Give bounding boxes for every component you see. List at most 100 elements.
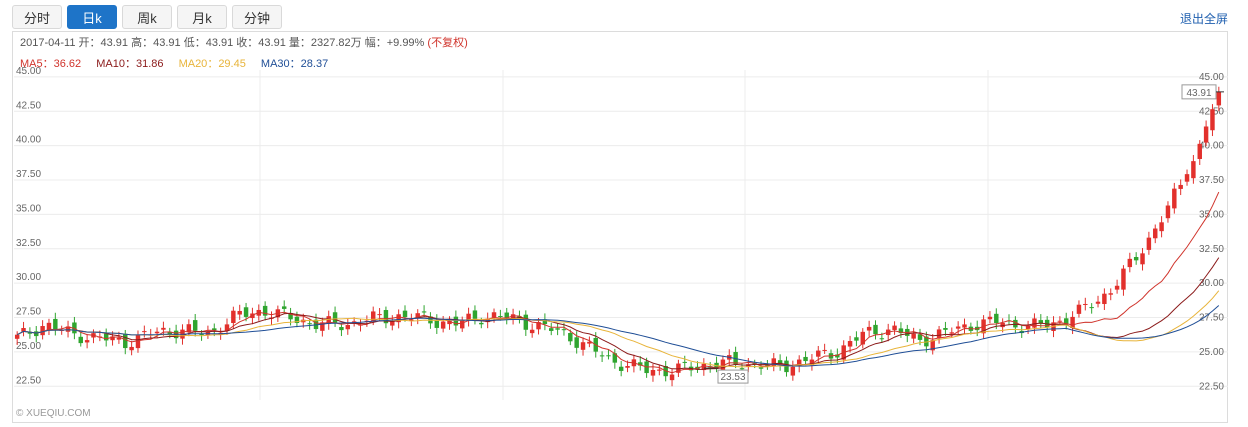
candle-body xyxy=(1095,301,1101,304)
candle-body xyxy=(1140,253,1145,265)
candle-body xyxy=(943,328,948,330)
candle-body xyxy=(1121,268,1126,290)
candle-body xyxy=(657,369,662,371)
candle-body xyxy=(796,359,802,367)
info-high: 43.91 xyxy=(153,37,181,49)
candle-body xyxy=(542,319,548,325)
candle-body xyxy=(466,313,471,321)
candle-body xyxy=(962,324,967,328)
candle-body xyxy=(345,325,351,330)
candle-body xyxy=(40,326,45,336)
candle-body xyxy=(618,366,624,371)
candle-body xyxy=(243,307,249,317)
info-volume: 2327.82万 xyxy=(310,37,362,49)
candle-body xyxy=(409,319,414,321)
candle-body xyxy=(701,363,707,371)
candle-body xyxy=(472,310,478,319)
candle-body xyxy=(313,319,319,330)
y-tick-label-left: 27.50 xyxy=(16,307,41,318)
candle-body xyxy=(816,350,821,357)
candle-body xyxy=(78,336,83,344)
candle-body xyxy=(606,355,611,357)
candle-body xyxy=(955,326,961,329)
y-tick-label-left: 42.50 xyxy=(16,100,41,111)
candle-body xyxy=(84,340,90,343)
candle-body xyxy=(1114,285,1120,290)
chart-panel xyxy=(12,31,1228,423)
info-open: 43.91 xyxy=(100,37,129,49)
exit-fullscreen-link[interactable]: 退出全屏 xyxy=(1179,12,1228,26)
candle-body xyxy=(231,310,236,324)
candle-body xyxy=(612,353,618,363)
candle-body xyxy=(212,328,217,331)
candle-body xyxy=(1159,222,1164,232)
candle-body xyxy=(669,374,675,381)
candle-body xyxy=(949,332,955,334)
candle-body xyxy=(822,349,827,351)
candle-body xyxy=(1013,319,1018,328)
candle-body xyxy=(879,338,885,340)
candle-body xyxy=(288,313,293,320)
candle-body xyxy=(1083,303,1088,305)
period-tabs: 分时 日k 周k 月k 分钟 xyxy=(12,5,282,31)
candle-body xyxy=(580,342,586,350)
candle-body xyxy=(809,359,815,366)
candle-body xyxy=(555,328,560,330)
candle-body xyxy=(1172,188,1177,209)
candle-body xyxy=(892,325,897,330)
candle-body xyxy=(339,327,344,331)
tab-intraday[interactable]: 分时 xyxy=(12,5,62,29)
candle-body xyxy=(351,321,357,323)
y-tick-label-left: 40.00 xyxy=(16,135,41,146)
candle-body xyxy=(574,337,579,348)
tab-weekly-k[interactable]: 周k xyxy=(122,5,172,29)
candle-body xyxy=(326,316,331,324)
ma30-line xyxy=(16,305,1220,367)
candle-body xyxy=(733,352,738,365)
candle-body xyxy=(1102,293,1107,305)
candle-body xyxy=(561,329,567,331)
ma10-legend: MA10：31.86 xyxy=(96,58,164,70)
candle-body xyxy=(415,313,420,318)
candle-body xyxy=(491,312,497,318)
candle-body xyxy=(1089,307,1094,309)
candle-body xyxy=(161,327,166,330)
tab-monthly-k[interactable]: 月k xyxy=(177,5,227,29)
y-tick-label-right: 40.00 xyxy=(1199,141,1224,152)
candle-body xyxy=(1000,322,1005,328)
candle-body xyxy=(294,316,300,323)
candle-body xyxy=(34,331,39,337)
candle-body xyxy=(987,316,993,320)
candle-body xyxy=(936,329,942,339)
candle-body xyxy=(1108,293,1113,295)
candle-body xyxy=(377,314,382,316)
candle-body xyxy=(154,331,160,334)
candle-body xyxy=(498,315,503,317)
info-close-label: 收 xyxy=(236,37,248,49)
candle-body xyxy=(479,322,484,325)
y-tick-label-right: 32.50 xyxy=(1199,244,1224,255)
candle-body xyxy=(930,340,935,351)
last-price-label: 43.91 xyxy=(1186,88,1211,99)
info-volume-label: 量 xyxy=(288,37,300,49)
candle-body xyxy=(262,305,268,316)
tab-daily-k[interactable]: 日k xyxy=(67,5,117,29)
candle-body xyxy=(860,331,866,345)
candle-body xyxy=(1032,318,1037,328)
y-tick-label-right: 22.50 xyxy=(1199,381,1224,392)
candle-body xyxy=(1197,143,1202,160)
candle-body xyxy=(281,306,287,309)
candle-body xyxy=(1133,257,1139,261)
info-low: 43.91 xyxy=(205,37,234,49)
info-date: 2017-04-11 xyxy=(20,37,76,49)
y-tick-label-left: 35.00 xyxy=(16,203,41,214)
tab-minute[interactable]: 分钟 xyxy=(232,5,282,29)
ma20-legend: MA20：29.45 xyxy=(178,58,246,70)
candle-body xyxy=(53,318,58,330)
candle-body xyxy=(320,322,325,331)
candle-body xyxy=(1127,258,1133,268)
candle-body xyxy=(1057,320,1063,322)
candle-body xyxy=(758,367,764,369)
candle-body xyxy=(650,370,656,376)
